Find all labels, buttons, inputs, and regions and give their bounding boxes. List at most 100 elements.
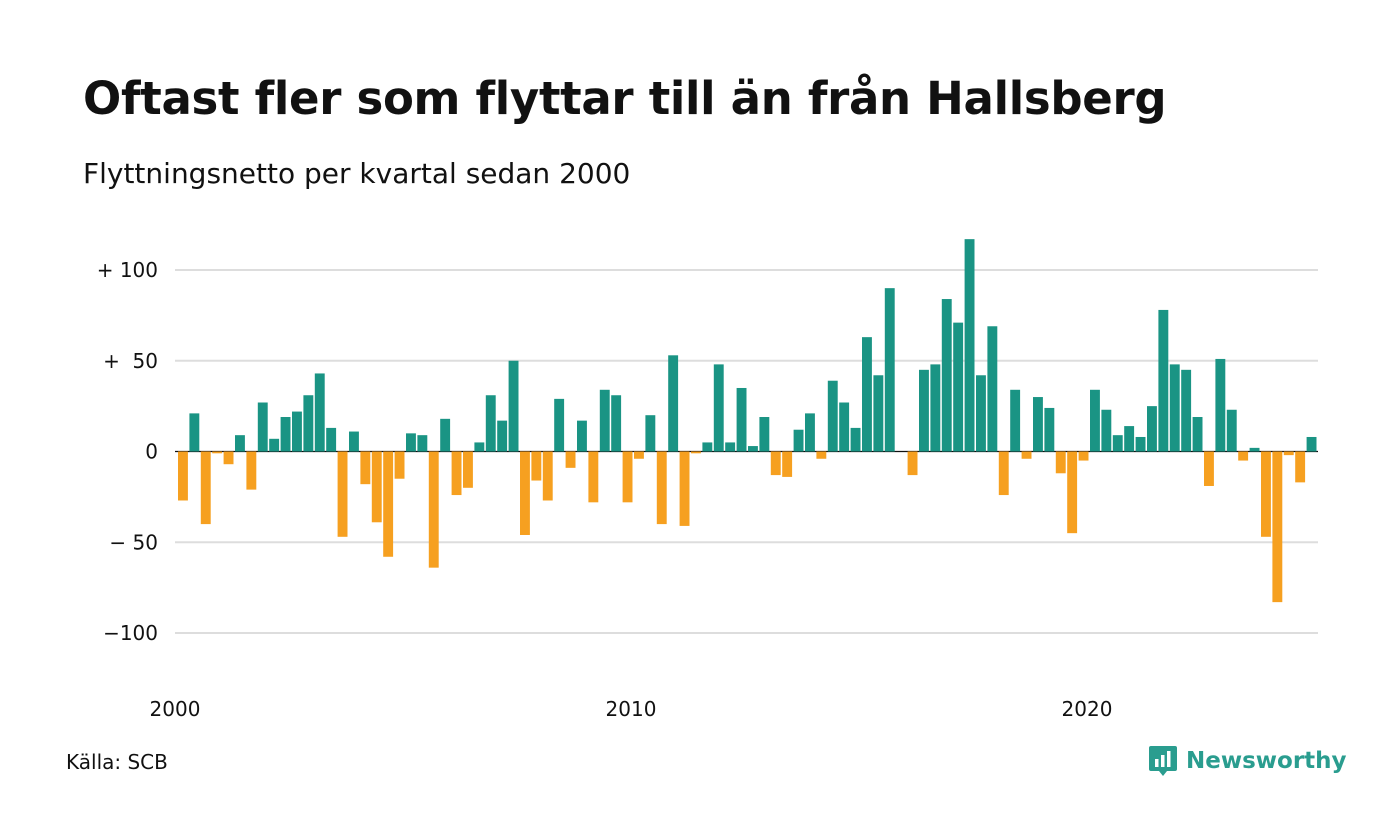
bar [816,451,827,459]
bar [1078,451,1089,461]
bar [497,420,508,452]
y-tick-label: + 50 [103,349,158,373]
bar [998,451,1009,496]
bar [713,364,724,452]
bar [292,411,302,452]
bar-chart: + 100 + 50 0 − 50 −100 2000 2010 2020 [97,239,1318,721]
bar [634,451,644,459]
bar [1261,451,1271,537]
bar [314,373,325,452]
bar [1169,364,1180,452]
newsworthy-logo[interactable]: Newsworthy [1148,744,1347,778]
bar [850,427,861,452]
chart-title: Oftast fler som flyttar till än från Hal… [83,72,1167,125]
y-tick-label: − 50 [109,530,158,554]
bar [1055,451,1066,474]
bar [257,402,268,452]
bar [1295,451,1306,483]
bar [1021,451,1032,459]
bar [725,442,736,452]
bar [246,451,257,490]
bar [1101,409,1112,452]
bar [1249,447,1260,452]
bar [406,433,416,452]
brand-name: Newsworthy [1186,748,1347,774]
bar [371,451,382,523]
bar [759,417,770,452]
bar [1283,451,1294,456]
y-tick-label: + 100 [97,258,158,282]
bar [383,451,394,557]
bar [223,451,234,465]
bar [1215,358,1226,452]
bar [645,415,656,452]
bar [200,451,211,525]
bar [531,451,542,481]
bar [326,427,337,452]
bar [907,451,918,476]
bar [1090,389,1100,452]
bar [1192,417,1203,452]
x-axis-ticks: 2000 2010 2020 [150,697,1113,721]
y-axis-ticks: + 100 + 50 0 − 50 −100 [97,258,158,645]
x-tick-label: 2010 [606,697,657,721]
bar [1147,406,1157,452]
bar [212,451,223,454]
bar [1067,451,1078,534]
bar [1181,369,1192,452]
bar [691,451,701,454]
bar [964,239,975,452]
bar [428,451,439,568]
bar [611,395,622,452]
bar [520,451,530,535]
y-tick-label: 0 [145,440,158,464]
chart-subtitle: Flyttningsnetto per kvartal sedan 2000 [83,157,631,190]
bar [360,451,371,485]
bar [303,395,314,452]
newsworthy-logo-icon [1149,746,1177,776]
bar [337,451,348,537]
bar [656,451,667,525]
bar [1306,436,1317,452]
bar [565,451,576,468]
bar [269,438,280,452]
bar [782,451,793,477]
bar [463,451,473,488]
bars [178,239,1317,603]
bar [542,451,553,501]
bar [1124,426,1135,452]
bar [474,442,485,452]
bar [1010,389,1021,452]
bar [189,413,200,452]
bar [839,402,850,452]
bar [827,380,838,452]
bar [554,398,565,452]
bar [394,451,405,479]
bar [1158,309,1169,452]
bar [1033,397,1043,452]
bar [930,364,941,452]
bar [1272,451,1283,603]
bar [508,360,519,452]
bar [1112,435,1123,452]
bar [1044,407,1055,452]
bar [349,431,359,452]
bar [1204,451,1214,486]
bar [588,451,599,503]
bar [280,417,291,452]
bar [976,375,986,452]
bar [702,442,713,452]
x-tick-label: 2020 [1062,697,1113,721]
x-tick-label: 2000 [150,697,201,721]
bar [485,395,496,452]
bar [1135,436,1146,452]
bar [884,288,895,452]
bar [941,299,952,452]
bar [862,337,872,452]
bar [417,435,428,452]
y-tick-label: −100 [103,621,158,645]
bar [736,387,747,452]
bar [577,420,587,452]
bar [805,413,815,452]
bar [178,451,188,501]
